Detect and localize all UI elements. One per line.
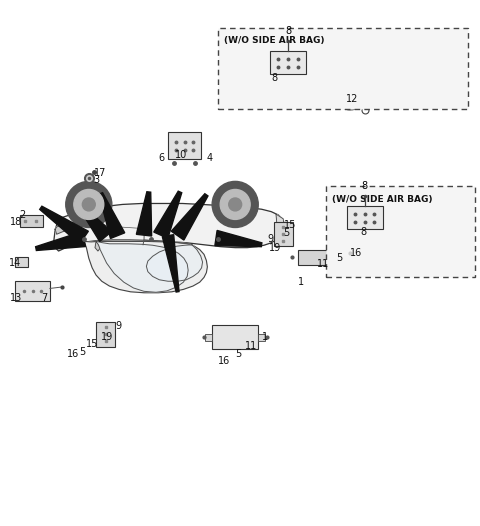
Text: 16: 16 (350, 248, 363, 258)
Circle shape (220, 189, 250, 219)
Circle shape (212, 181, 258, 227)
Text: 8: 8 (360, 227, 366, 237)
Text: 18: 18 (10, 217, 22, 227)
Text: (W/O SIDE AIR BAG): (W/O SIDE AIR BAG) (224, 36, 324, 45)
Text: 19: 19 (269, 242, 281, 252)
Bar (168, 132, 201, 159)
Text: 8: 8 (271, 73, 277, 83)
Polygon shape (146, 245, 203, 281)
Text: 16: 16 (218, 357, 231, 367)
Polygon shape (55, 222, 70, 234)
Circle shape (83, 198, 95, 211)
Polygon shape (99, 193, 125, 238)
Polygon shape (96, 241, 188, 292)
Text: 8: 8 (362, 181, 368, 191)
Circle shape (229, 198, 241, 211)
Bar (212, 326, 258, 349)
Bar (347, 206, 383, 229)
Text: 5: 5 (79, 347, 85, 357)
Bar (20, 215, 43, 227)
Bar (15, 257, 28, 267)
FancyBboxPatch shape (326, 186, 475, 277)
Polygon shape (78, 203, 111, 241)
Circle shape (66, 181, 112, 227)
Polygon shape (95, 241, 100, 251)
Text: 5: 5 (336, 253, 342, 263)
Polygon shape (276, 214, 284, 230)
Text: 14: 14 (9, 258, 21, 268)
Polygon shape (54, 204, 284, 251)
Text: 4: 4 (206, 154, 213, 164)
Text: 5: 5 (283, 228, 289, 238)
Polygon shape (162, 235, 179, 292)
Text: 3: 3 (94, 176, 100, 186)
Ellipse shape (338, 92, 363, 110)
Text: 1: 1 (262, 332, 268, 342)
Bar (258, 333, 265, 341)
Circle shape (74, 189, 104, 219)
Text: 5: 5 (235, 349, 241, 359)
Polygon shape (171, 194, 208, 240)
Text: 15: 15 (86, 339, 99, 349)
Text: 16: 16 (67, 349, 80, 359)
Text: 6: 6 (158, 154, 165, 164)
Text: 11: 11 (317, 259, 329, 269)
Bar (274, 222, 293, 246)
Text: 10: 10 (175, 150, 188, 160)
Text: 17: 17 (94, 168, 106, 178)
Text: 2: 2 (19, 210, 25, 220)
Text: 15: 15 (284, 219, 297, 230)
Polygon shape (136, 192, 152, 236)
Bar (298, 249, 334, 265)
Text: 7: 7 (41, 292, 47, 302)
Text: (W/O SIDE AIR BAG): (W/O SIDE AIR BAG) (332, 195, 432, 204)
Text: 12: 12 (346, 94, 358, 104)
Polygon shape (36, 231, 85, 250)
Polygon shape (154, 191, 182, 238)
Text: 9: 9 (268, 234, 274, 244)
Bar (205, 333, 212, 341)
Text: 11: 11 (245, 340, 257, 350)
Polygon shape (84, 241, 207, 293)
Bar (96, 321, 115, 347)
Text: 1: 1 (298, 277, 304, 287)
Text: 8: 8 (285, 26, 291, 36)
Text: 9: 9 (115, 321, 121, 331)
FancyBboxPatch shape (218, 28, 468, 109)
Polygon shape (40, 206, 88, 244)
Bar (270, 51, 306, 74)
Bar (15, 281, 50, 301)
Text: 19: 19 (101, 332, 113, 342)
Polygon shape (215, 230, 262, 247)
Text: 13: 13 (10, 292, 22, 302)
